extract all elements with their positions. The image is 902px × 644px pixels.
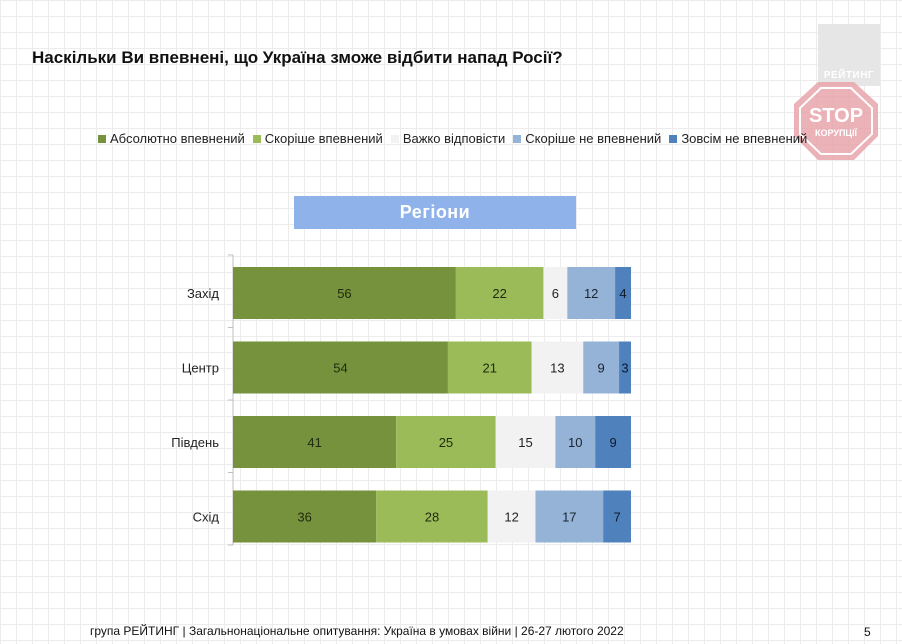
bar-segment bbox=[567, 267, 616, 319]
legend-label: Абсолютно впевнений bbox=[110, 131, 245, 146]
page-number: 5 bbox=[864, 625, 871, 639]
bar-segment bbox=[535, 490, 604, 543]
bar-segment bbox=[233, 267, 456, 319]
data-label: 12 bbox=[504, 510, 518, 525]
bar-segment bbox=[396, 416, 496, 468]
data-label: 13 bbox=[550, 361, 564, 376]
data-label: 12 bbox=[584, 286, 598, 301]
legend-label: Скоріше не впевнений bbox=[525, 131, 662, 146]
data-label: 17 bbox=[562, 510, 576, 525]
data-label: 10 bbox=[568, 435, 582, 450]
legend-label: Зовсім не впевнений bbox=[681, 131, 808, 146]
data-label: 41 bbox=[307, 435, 321, 450]
legend-item: Скоріше не впевнений bbox=[513, 131, 661, 146]
data-label: 9 bbox=[598, 361, 605, 376]
data-label: 22 bbox=[492, 286, 506, 301]
chart-legend: Абсолютно впевнений Скоріше впевнений Важк… bbox=[98, 131, 815, 146]
data-label: 21 bbox=[482, 361, 496, 376]
category-label: Центр bbox=[182, 361, 219, 376]
section-banner: Регіони bbox=[294, 196, 576, 229]
legend-swatch bbox=[252, 134, 261, 143]
data-label: 36 bbox=[297, 510, 311, 525]
bar-segment bbox=[495, 416, 556, 468]
bar-segment bbox=[603, 490, 631, 543]
legend-swatch bbox=[98, 134, 106, 143]
rating-logo-text: РЕЙТИНГ bbox=[823, 70, 875, 81]
data-label: 56 bbox=[337, 286, 351, 301]
data-label: 9 bbox=[609, 435, 616, 450]
data-label: 28 bbox=[425, 510, 439, 525]
data-label: 4 bbox=[619, 286, 626, 301]
data-label: 7 bbox=[613, 510, 620, 525]
bar-segment bbox=[615, 267, 631, 319]
bar-segment bbox=[233, 490, 377, 543]
bar-segment bbox=[531, 341, 584, 394]
footer-text: група РЕЙТИНГ | Загальнонаціональне опит… bbox=[90, 624, 624, 638]
bar-segment bbox=[487, 490, 536, 543]
stamp-line1: STOP bbox=[809, 105, 863, 127]
legend-item: Зовсім не впевнений bbox=[669, 131, 807, 146]
stop-corruption-stamp: STOP КОРУПЦІЇ bbox=[794, 82, 878, 160]
bar-segment bbox=[455, 267, 544, 319]
data-label: 25 bbox=[439, 435, 453, 450]
bar-segment bbox=[233, 416, 397, 468]
legend-item: Важко відповісти bbox=[390, 131, 506, 146]
legend-swatch bbox=[669, 134, 678, 143]
legend-label: Скоріше впевнений bbox=[264, 131, 383, 146]
legend-item: Скоріше впевнений bbox=[252, 131, 383, 146]
bar-segment bbox=[583, 341, 620, 394]
legend-item: Абсолютно впевнений bbox=[98, 131, 245, 146]
legend-swatch bbox=[513, 134, 522, 143]
bar-segment bbox=[233, 341, 448, 394]
data-label: 54 bbox=[333, 361, 347, 376]
category-label: Схід bbox=[193, 510, 220, 525]
bar-segment bbox=[447, 341, 532, 394]
bar-segment bbox=[619, 341, 631, 394]
bar-segment bbox=[543, 267, 568, 319]
bar-segment bbox=[555, 416, 596, 468]
rating-logo bbox=[818, 24, 880, 86]
legend-label: Важко відповісти bbox=[402, 131, 506, 146]
data-label: 3 bbox=[621, 361, 628, 376]
data-label: 6 bbox=[552, 286, 559, 301]
stamp-line2: КОРУПЦІЇ bbox=[815, 128, 858, 138]
category-label: Південь bbox=[171, 435, 219, 450]
data-label: 15 bbox=[518, 435, 532, 450]
category-label: Захід bbox=[187, 286, 219, 301]
section-title: Регіони bbox=[399, 202, 471, 222]
legend-swatch bbox=[390, 134, 399, 143]
bar-segment bbox=[376, 490, 488, 543]
bar-segment bbox=[595, 416, 631, 468]
chart-title: Наскільки Ви впевнені, що Україна зможе … bbox=[32, 48, 563, 67]
